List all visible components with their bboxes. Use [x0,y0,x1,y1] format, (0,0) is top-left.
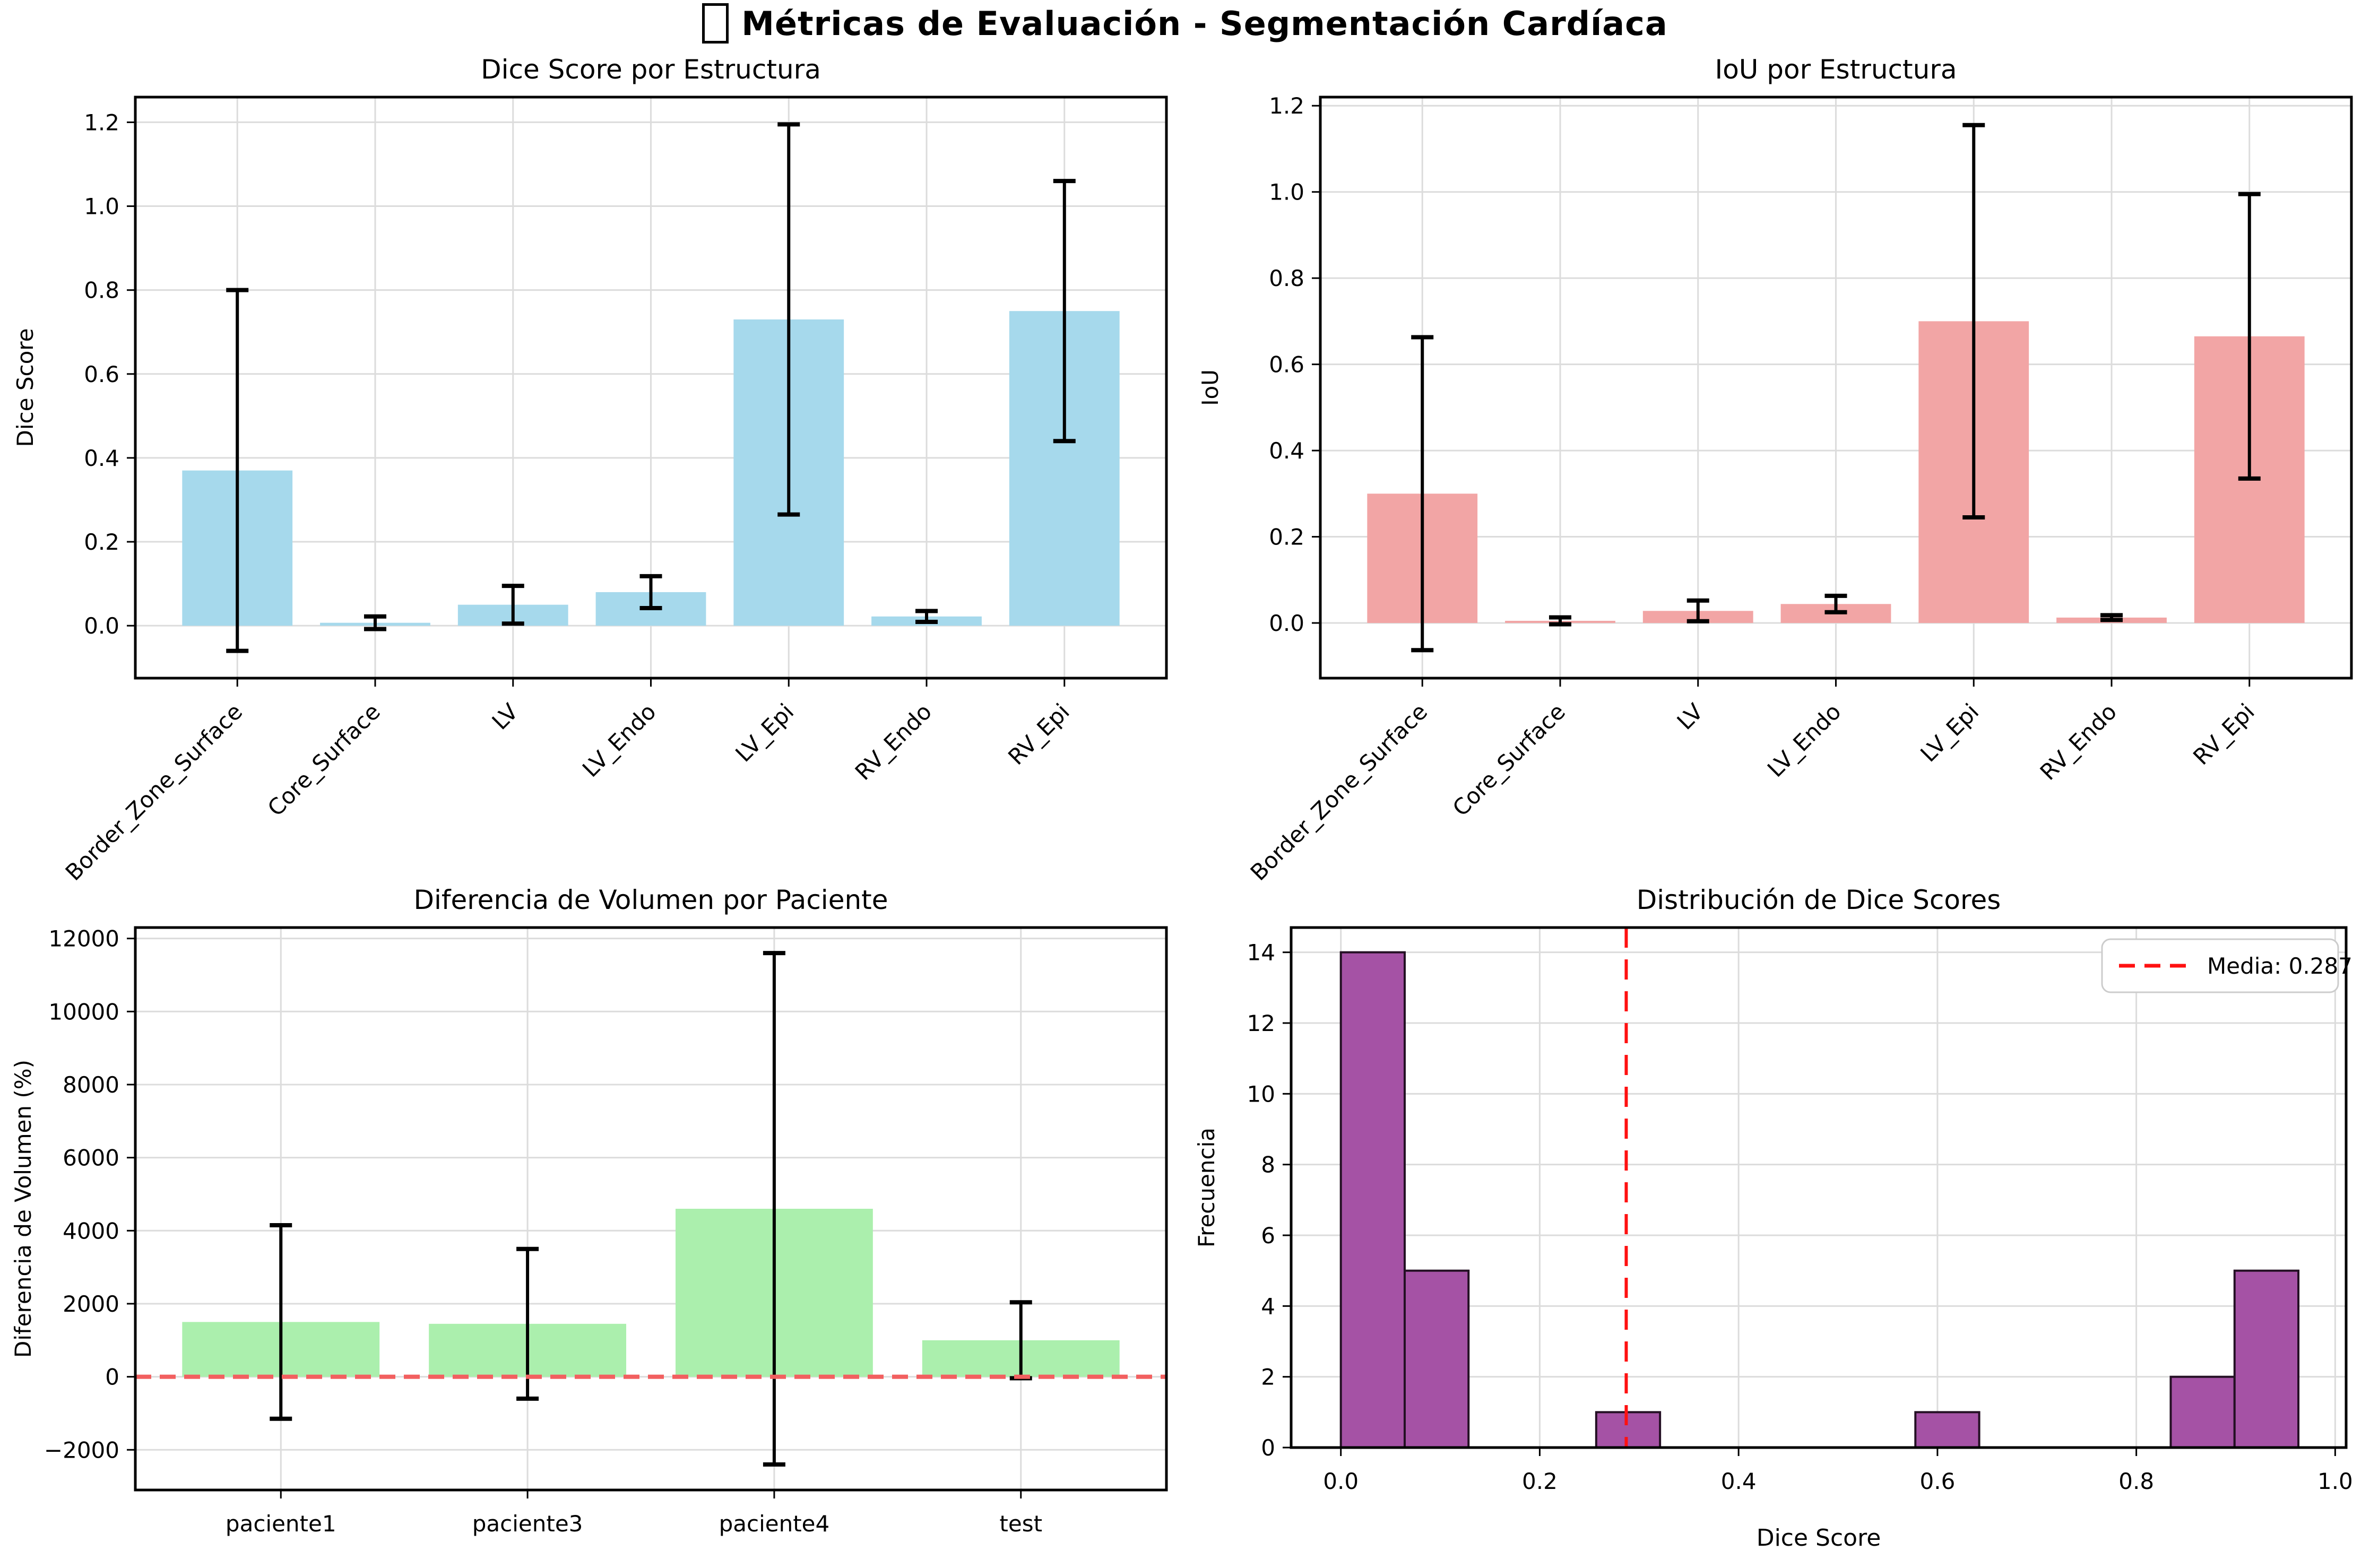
chart-svg-2: −2000 0 2000 4000 6000 8000 10000 12000 paciente… [10,885,1168,1537]
y-tick-label: 0.0 [1269,610,1304,636]
y-tick-label: 0 [105,1364,119,1390]
y-tick-label: 14 [1247,940,1275,966]
y-axis: 0.0 0.2 0.4 0.6 0.8 1.0 1.2 [84,109,135,639]
hist-bar [1403,1269,1470,1449]
y-tick-label: −2000 [44,1437,119,1463]
y-tick-label: 0 [1261,1435,1275,1461]
hist-bar [1595,1411,1662,1449]
chart-distribucion-dice-scores: 0 2 4 6 8 10 12 14 0.0 0.2 0.4 0.6 0.8 1.0 Distribució… [1185,882,2370,1567]
x-tick-label: 0.2 [1522,1468,1558,1494]
y-tick-label: 2 [1261,1364,1275,1390]
y-tick-label: 1.0 [1269,179,1304,205]
x-tick-label: LV_Endo [1762,698,1846,782]
x-tick-label: Border_Zone_Surface [60,698,248,882]
y-tick-label: 0.2 [84,529,119,555]
y-axis: −2000 0 2000 4000 6000 8000 10000 12000 [44,926,135,1463]
y-axis-label: Dice Score [12,328,38,447]
legend: Media: 0.287 [2101,938,2352,993]
x-axis: Border_Zone_Surface Core_Surface LV LV_Endo… [60,678,1075,882]
axes-box [1290,926,2348,1449]
legend-box [2101,938,2339,993]
x-axis-label: Dice Score [1757,1524,1881,1552]
subplot-title: Distribución de Dice Scores [1637,885,2001,915]
x-tick-label: 0.6 [1920,1468,1956,1494]
y-tick-label: 0.8 [1269,265,1304,291]
x-tick-label: LV_Epi [1915,698,1984,767]
y-tick-label: 8000 [63,1072,119,1098]
chart-iou-por-estructura: 0.0 0.2 0.4 0.6 0.8 1.0 1.2 Border_Zone_Surface… [1185,47,2370,882]
y-axis: 0 2 4 6 8 10 12 14 [1247,940,1291,1461]
y-tick-label: 12 [1247,1010,1275,1036]
y-axis-label: Frecuencia [1193,1128,1219,1248]
x-tick-label: Core_Surface [263,698,385,821]
y-tick-label: 6000 [63,1145,119,1171]
y-tick-label: 4000 [63,1218,119,1244]
y-tick-label: 12000 [48,926,119,952]
x-tick-label: RV_Endo [850,698,937,785]
y-tick-label: 0.8 [84,278,119,304]
subplot-title: IoU por Estructura [1715,54,1957,85]
subplot-title: Dice Score por Estructura [481,54,821,85]
x-axis: 0.0 0.2 0.4 0.6 0.8 1.0 [1323,1448,2353,1494]
y-tick-label: 0.6 [1269,352,1304,378]
y-tick-label: 1.2 [84,109,119,135]
x-tick-label: 0.8 [2118,1468,2154,1494]
chart-svg-3: 0 2 4 6 8 10 12 14 0.0 0.2 0.4 0.6 0.8 1.0 Distribució… [1193,885,2353,1552]
y-tick-label: 0.6 [84,361,119,387]
x-tick-label: LV_Epi [730,698,799,767]
chart-diferencia-de-volumen: −2000 0 2000 4000 6000 8000 10000 12000 paciente… [0,882,1185,1567]
chart-svg-0: 0.0 0.2 0.4 0.6 0.8 1.0 1.2 Border_Zone_Surface… [12,54,1168,882]
x-tick-label: LV [1672,698,1708,734]
gridlines [135,928,1166,1490]
x-tick-label: paciente4 [719,1511,830,1537]
x-tick-label: RV_Epi [1003,698,1075,770]
y-tick-label: 10 [1247,1081,1275,1107]
x-tick-label: paciente1 [226,1511,336,1537]
error-bars [226,122,1076,653]
y-axis: 0.0 0.2 0.4 0.6 0.8 1.0 1.2 [1269,93,1320,636]
missing-emoji-glyph-icon [702,3,729,44]
x-tick-label: RV_Endo [2035,698,2122,785]
x-tick-label: LV [487,698,523,734]
x-axis: Border_Zone_Surface Core_Surface LV LV_Endo… [1245,678,2260,882]
y-tick-label: 0.4 [1269,438,1304,464]
x-tick-label: 0.4 [1721,1468,1757,1494]
subplot-title: Diferencia de Volumen por Paciente [413,885,888,915]
axes-box [134,926,1168,1492]
x-tick-label: test [999,1511,1042,1537]
subplot-grid: 0.0 0.2 0.4 0.6 0.8 1.0 1.2 Border_Zone_Surface… [0,47,2370,1567]
y-tick-label: 4 [1261,1293,1275,1319]
y-tick-label: 0.2 [1269,524,1304,550]
x-tick-label: Border_Zone_Surface [1245,698,1433,882]
hist-bar [2233,1269,2300,1449]
x-tick-label: paciente3 [472,1511,583,1537]
figure-title: Métricas de Evaluación - Segmentación Ca… [0,0,2370,47]
hist-bar [2169,1375,2236,1449]
chart-svg-1: 0.0 0.2 0.4 0.6 0.8 1.0 1.2 Border_Zone_Surface… [1197,54,2353,882]
y-axis-label: Diferencia de Volumen (%) [10,1060,36,1358]
x-tick-label: RV_Epi [2188,698,2260,770]
y-tick-label: 6 [1261,1223,1275,1249]
y-axis-label: IoU [1197,369,1223,406]
x-tick-label: 1.0 [2317,1468,2353,1494]
hist-bar [1339,951,1406,1449]
y-tick-label: 10000 [48,999,119,1025]
y-tick-label: 0.4 [84,445,119,471]
figure-title-text: Métricas de Evaluación - Segmentación Ca… [741,4,1668,43]
legend-label: Media: 0.287 [2207,953,2352,979]
y-tick-label: 1.2 [1269,93,1304,119]
y-tick-label: 2000 [63,1291,119,1317]
error-bars [270,951,1032,1467]
x-axis: paciente1 paciente3 paciente4 test [226,1490,1042,1537]
y-tick-label: 0.0 [84,613,119,639]
y-tick-label: 1.0 [84,194,119,220]
error-bars [1411,123,2261,653]
x-tick-label: 0.0 [1323,1468,1359,1494]
chart-dice-score-por-estructura: 0.0 0.2 0.4 0.6 0.8 1.0 1.2 Border_Zone_Surface… [0,47,1185,882]
hist-bar [1914,1411,1980,1449]
x-tick-label: Core_Surface [1448,698,1570,821]
x-tick-label: LV_Endo [577,698,661,782]
y-tick-label: 8 [1261,1152,1275,1178]
